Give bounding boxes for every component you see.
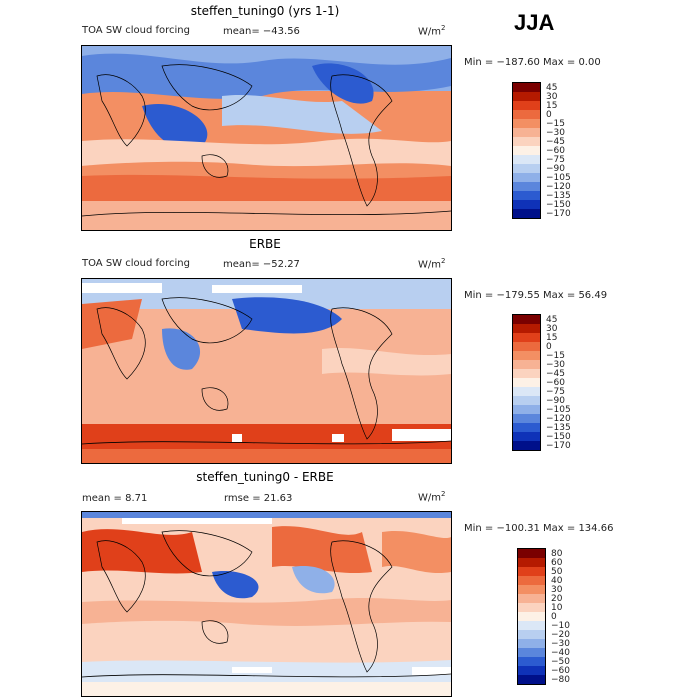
panel3-mean: mean = 8.71 (82, 493, 148, 504)
panel1-mean: mean= −43.56 (223, 26, 300, 37)
panel3-colorbar (517, 548, 546, 685)
panel3-colorbar-labels: 80 60 50 40 30 20 10 0 −10 −20 −30 −40 −50 −60 −80 (551, 549, 570, 685)
season-label: JJA (514, 10, 555, 35)
panel2-title: ERBE (249, 237, 281, 251)
panel2-minmax: Min = −179.55 Max = 56.49 (464, 290, 608, 301)
panel2-mean: mean= −52.27 (223, 259, 300, 270)
panel1-map (81, 45, 452, 231)
panel1-colorbar-labels: 45 30 15 0 −15 −30 −45 −60 −75 −90 −105 −120 −13… (546, 83, 571, 219)
panel3-title: steffen_tuning0 - ERBE (196, 470, 334, 484)
panel1-minmax: Min = −187.60 Max = 0.00 (464, 57, 601, 68)
panel3-units: W/m2 (418, 490, 446, 504)
panel3-minmax: Min = −100.31 Max = 134.66 (464, 523, 614, 534)
panel3-rmse: rmse = 21.63 (224, 493, 293, 504)
panel2-units: W/m2 (418, 257, 446, 271)
panel1-title: steffen_tuning0 (yrs 1-1) (190, 4, 340, 18)
panel2-colorbar-labels: 45 30 15 0 −15 −30 −45 −60 −75 −90 −105 −120 −13… (546, 315, 571, 451)
panel1-colorbar (512, 82, 541, 219)
panel1-units: W/m2 (418, 24, 446, 38)
panel1-field-label: TOA SW cloud forcing (82, 25, 190, 36)
panel2-colorbar (512, 314, 541, 451)
panel2-map (81, 278, 452, 464)
panel2-field-label: TOA SW cloud forcing (82, 258, 190, 269)
panel3-map (81, 511, 452, 697)
